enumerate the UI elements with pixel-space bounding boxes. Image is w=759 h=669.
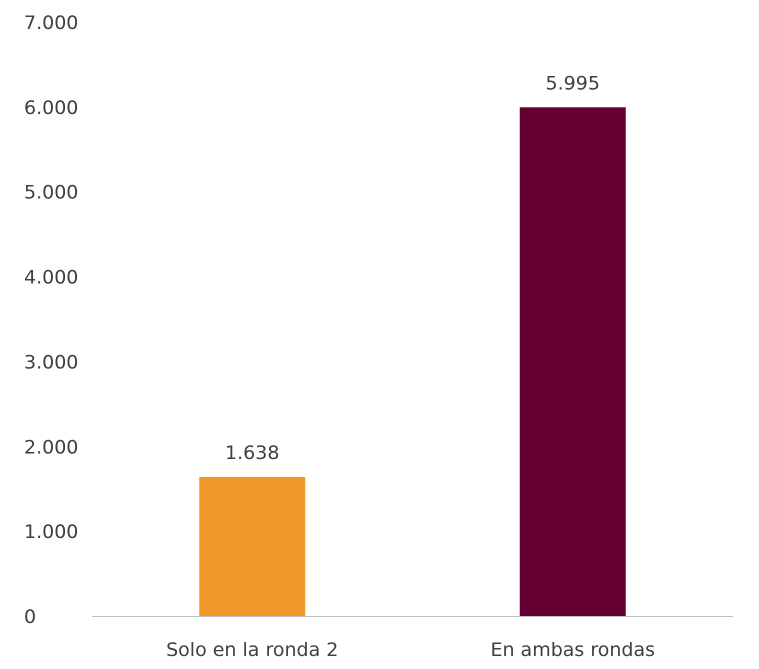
x-axis-category-labels: Solo en la ronda 2 En ambas rondas bbox=[166, 639, 655, 661]
x-category-label: En ambas rondas bbox=[490, 639, 655, 661]
y-tick-label: 5.000 bbox=[24, 182, 78, 204]
bar-data-label: 1.638 bbox=[225, 442, 279, 464]
y-tick-label: 7.000 bbox=[24, 12, 78, 34]
bar bbox=[519, 107, 626, 616]
bars bbox=[199, 107, 626, 616]
y-tick-label: 1.000 bbox=[24, 521, 78, 543]
y-tick-label: 3.000 bbox=[24, 351, 78, 373]
y-tick-label: 6.000 bbox=[24, 97, 78, 119]
y-tick-label: 0 bbox=[24, 606, 36, 628]
bar bbox=[199, 477, 306, 616]
bar-data-labels: 1.638 5.995 bbox=[225, 72, 600, 464]
y-tick-label: 2.000 bbox=[24, 436, 78, 458]
y-tick-label: 4.000 bbox=[24, 267, 78, 289]
y-axis-tick-labels: 0 1.000 2.000 3.000 4.000 5.000 6.000 7.000 bbox=[24, 12, 78, 628]
x-category-label: Solo en la ronda 2 bbox=[166, 639, 338, 661]
bar-data-label: 5.995 bbox=[546, 72, 600, 94]
